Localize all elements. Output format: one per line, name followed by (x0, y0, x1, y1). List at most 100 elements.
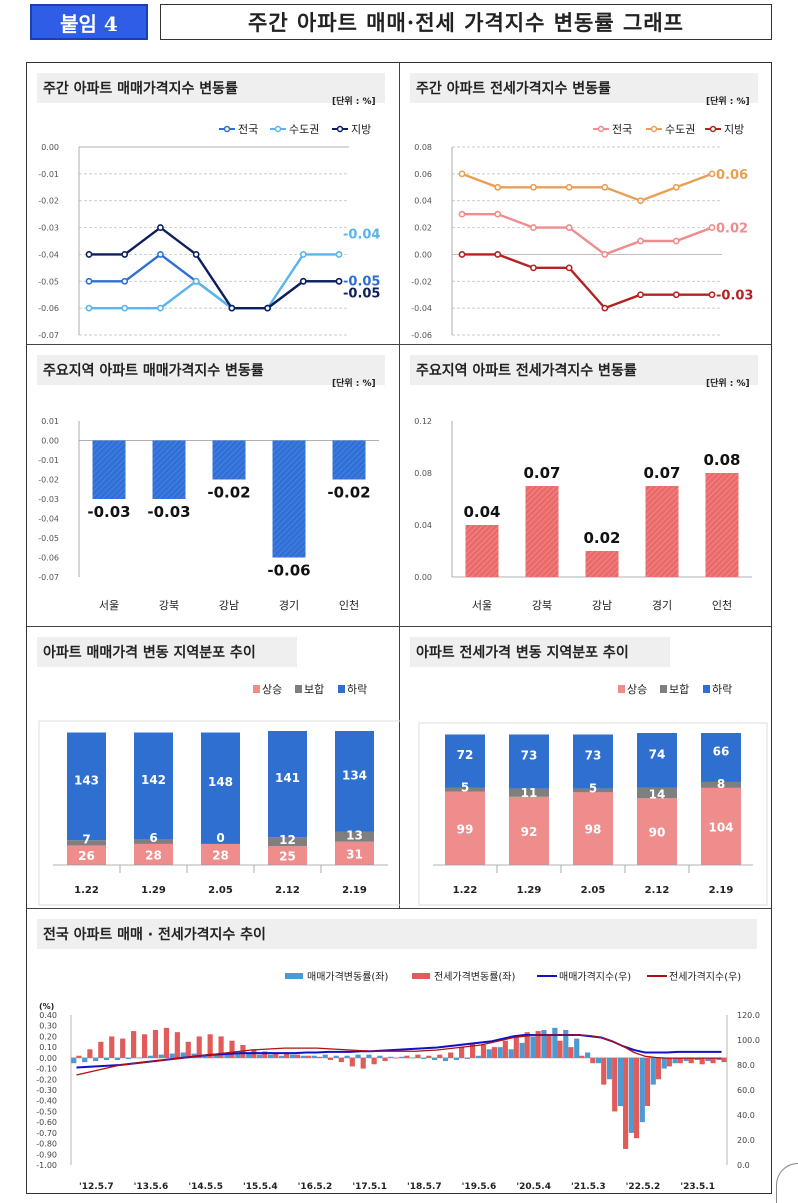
bar-경기 (272, 440, 306, 558)
sale-distribution-stacked-bar: 상승 보합 하락 26 7 143 1.22 28 6 142 1.29 28 0 148 2.05 25 12… (38, 682, 400, 906)
legend-swatch-상승 (253, 685, 260, 693)
data-point-지방 (672, 291, 680, 299)
y-tick-label: 0.00 (414, 573, 432, 582)
x-tick-label: '19.5.6 (462, 1182, 497, 1192)
x-category-label: 인천 (712, 598, 732, 612)
panel-national-index-trend: 전국 아파트 매매 · 전세가격지수 추이 매매가격변동률(좌) 전세가격변동률(… (27, 909, 771, 1193)
y-tick-label: -0.01 (38, 456, 59, 465)
jeonse-rate-bar (612, 1057, 618, 1112)
stack-segment-보합 (445, 787, 485, 792)
x-tick-label: '23.5.1 (680, 1182, 715, 1192)
panel-title: 아파트 전세가격 변동 지역분포 추이 (410, 637, 670, 667)
jeonse-rate-bar (491, 1047, 497, 1058)
panel-title: 주요지역 아파트 매매가격지수 변동률 (37, 355, 385, 385)
jeonse-rate-bar (273, 1052, 279, 1058)
panel-title-text: 전국 아파트 매매 · 전세가격지수 추이 (43, 927, 266, 943)
value-label: 11 (521, 786, 538, 800)
y-tick-label: -0.06 (38, 304, 59, 313)
data-point-지방 (264, 304, 271, 312)
bar-서울 (465, 525, 499, 577)
y-tick-label: -0.07 (38, 573, 59, 582)
value-label: 5 (461, 781, 469, 795)
y-left-tick: -0.40 (36, 1097, 57, 1106)
jeonse-rate-bar (338, 1057, 344, 1063)
y-tick-label: -0.01 (38, 170, 59, 179)
value-label: 142 (141, 773, 166, 787)
stack-segment-하락 (201, 732, 240, 844)
x-tick-label: '12.5.7 (79, 1182, 114, 1192)
weekly-sale-line-chart: 전국 수도권 지방0.00-0.01-0.02-0.03-0.04-0.05-0.0… (38, 123, 380, 340)
value-label: 0 (216, 831, 224, 845)
value-label: 92 (521, 825, 538, 839)
sale-rate-bar (344, 1055, 350, 1058)
x-tick-label: '21.5.3 (571, 1182, 606, 1192)
jeonse-rate-bar (131, 1031, 137, 1058)
jeonse-rate-bar (710, 1057, 716, 1064)
y-tick-label: -0.05 (38, 534, 59, 543)
stack-segment-보합 (67, 840, 106, 846)
data-point-지방 (335, 277, 343, 285)
stack-segment-보합 (268, 837, 307, 847)
sale-rate-bar (541, 1030, 547, 1058)
y-right-tick: 120.0 (737, 1011, 760, 1020)
stack-segment-하락 (509, 734, 549, 789)
unit-label: [단위 : %] (332, 97, 376, 107)
y-left-tick: -0.80 (36, 1140, 57, 1149)
legend-swatch-하락 (338, 685, 345, 693)
legend-swatch-상승 (618, 685, 625, 693)
y-tick-label: 0.04 (414, 197, 432, 206)
y-tick-label: -0.02 (411, 277, 432, 286)
legend-label: 전세가격변동률(좌) (434, 970, 516, 983)
x-category-label: 2.05 (208, 885, 233, 896)
value-label: 72 (457, 748, 474, 762)
sale-rate-bar (716, 1057, 722, 1060)
data-point-수도권 (672, 183, 680, 191)
attachment-badge: 붙임 4 (30, 4, 148, 40)
sale-rate-bar (672, 1057, 678, 1064)
sale-rate-bar (661, 1057, 667, 1069)
legend-label: 지방 (724, 123, 744, 136)
legend-label: 하락 (347, 682, 367, 696)
stack-segment-상승 (573, 792, 613, 865)
x-category-label: 2.05 (581, 885, 606, 896)
panel-title-text: 주간 아파트 매매가격지수 변동률 (43, 81, 238, 97)
legend-marker-수도권 (274, 125, 282, 133)
x-category-label: 1.22 (453, 885, 478, 896)
jeonse-rate-bar (229, 1040, 235, 1058)
sale-rate-bar (497, 1047, 503, 1058)
value-label: 74 (649, 747, 666, 761)
jeonse-rate-bar (480, 1045, 487, 1058)
y-left-tick: 0.10 (39, 1043, 57, 1052)
value-label: 141 (275, 771, 300, 785)
panel-title: 전국 아파트 매매 · 전세가격지수 추이 (37, 919, 757, 949)
value-label: 28 (212, 848, 229, 862)
jeonse-rate-bar (644, 1057, 651, 1107)
value-label: 7 (82, 832, 90, 846)
jeonse-rate-bar (437, 1054, 443, 1058)
data-point-전국 (708, 224, 716, 231)
sale-rate-bar (617, 1057, 624, 1107)
bar-서울 (92, 440, 126, 499)
jeonse-rate-bar (152, 1030, 159, 1058)
y-tick-label: 0.00 (41, 437, 59, 446)
panel-title-text: 주요지역 아파트 전세가격지수 변동률 (416, 363, 637, 379)
x-category-label: 경기 (279, 599, 299, 612)
x-tick-label: '15.5.4 (243, 1182, 278, 1192)
sale-rate-bar (421, 1057, 427, 1059)
sale-rate-bar (125, 1057, 132, 1059)
jeonse-rate-bar (141, 1034, 148, 1058)
series-line-수도권 (461, 172, 713, 202)
data-point-지방 (85, 251, 93, 258)
stack-segment-상승 (445, 791, 485, 865)
jeonse-rate-bar (426, 1055, 432, 1058)
jeonse-rate-bar (185, 1041, 191, 1058)
sale-rate-bar (464, 1057, 470, 1059)
sale-rate-bar (519, 1042, 525, 1058)
jeonse-rate-bar (601, 1057, 607, 1085)
x-category-label: 인천 (339, 598, 359, 612)
value-label: 31 (346, 847, 363, 861)
end-label-지방: -0.05 (343, 286, 380, 301)
data-point-전국 (121, 277, 129, 285)
legend-label: 보합 (669, 683, 689, 696)
sale-rate-bar (606, 1057, 613, 1080)
